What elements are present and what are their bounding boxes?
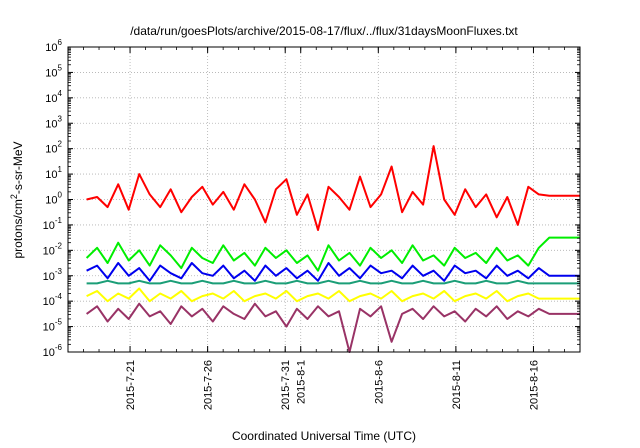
y-axis-label-sup: 2 — [9, 194, 19, 199]
y-tick-exponent: -1 — [55, 216, 63, 225]
y-tick-exponent: 6 — [58, 38, 63, 47]
series-line-6 — [86, 302, 580, 353]
y-tick-exponent: -4 — [55, 292, 63, 301]
y-tick-label: 105 — [45, 63, 62, 79]
y-axis-ticks: 10-610-510-410-310-210-11001011021031041… — [43, 38, 580, 359]
y-tick-label: 10-1 — [43, 216, 63, 232]
y-tick-exponent: -3 — [55, 267, 63, 276]
y-tick-base: 10 — [43, 322, 55, 334]
chart-title: /data/run/goesPlots/archive/2015-08-17/f… — [130, 24, 518, 38]
y-tick-label: 10-5 — [43, 318, 63, 334]
y-tick-label: 10-3 — [43, 267, 63, 283]
series-line-5 — [86, 287, 580, 303]
y-tick-base: 10 — [45, 118, 57, 130]
x-tick-label: 2015-7-21 — [125, 360, 137, 410]
y-tick-label: 10-2 — [43, 241, 63, 257]
series-line-4 — [86, 279, 580, 285]
y-tick-exponent: -5 — [55, 318, 63, 327]
x-tick-label: 2015-8-16 — [528, 360, 540, 410]
y-tick-label: 102 — [45, 140, 62, 156]
y-tick-label: 106 — [45, 38, 62, 54]
y-tick-base: 10 — [45, 144, 57, 156]
y-tick-base: 10 — [45, 93, 57, 105]
y-tick-exponent: 1 — [58, 165, 63, 174]
y-axis-label-part-1: protons/cm — [11, 199, 25, 258]
y-tick-label: 104 — [45, 89, 62, 105]
x-tick-label: 2015-8-6 — [373, 360, 385, 404]
y-tick-base: 10 — [43, 347, 55, 359]
x-tick-label: 2015-7-31 — [280, 360, 292, 410]
y-tick-base: 10 — [45, 42, 57, 54]
y-tick-exponent: 5 — [58, 63, 63, 72]
series-line-1 — [86, 145, 580, 231]
x-tick-label: 2015-7-26 — [203, 360, 215, 410]
y-tick-base: 10 — [43, 271, 55, 283]
y-tick-label: 10-4 — [43, 292, 63, 308]
y-tick-base: 10 — [45, 169, 57, 181]
y-tick-label: 101 — [45, 165, 62, 181]
x-axis-ticks: 2015-7-21 2015-7-26 2015-7-31 2015-8-1 2015-… — [67, 47, 581, 410]
y-tick-exponent: -2 — [55, 241, 63, 250]
x-axis-label: Coordinated Universal Time (UTC) — [232, 429, 416, 443]
y-tick-exponent: 2 — [58, 140, 63, 149]
y-tick-exponent: 0 — [58, 191, 63, 200]
series-line-2 — [85, 236, 580, 272]
y-tick-base: 10 — [43, 296, 55, 308]
y-axis-label-part-2: -s-sr-MeV — [11, 141, 25, 194]
y-tick-base: 10 — [43, 245, 55, 257]
y-tick-base: 10 — [43, 220, 55, 232]
y-tick-exponent: 3 — [58, 114, 63, 123]
series-lines — [85, 145, 580, 353]
y-tick-exponent: -6 — [55, 343, 63, 352]
x-tick-label: 2015-8-1 — [296, 360, 308, 404]
y-tick-base: 10 — [45, 195, 57, 207]
y-tick-exponent: 4 — [58, 89, 63, 98]
grid-lines — [68, 47, 580, 352]
y-tick-base: 10 — [45, 67, 57, 79]
y-axis-label: protons/cm2-s-sr-MeV — [9, 141, 25, 258]
y-tick-label: 103 — [45, 114, 62, 130]
series-line-3 — [86, 262, 580, 282]
x-tick-label: 2015-8-11 — [451, 360, 463, 409]
y-tick-label: 10-6 — [43, 343, 63, 359]
y-tick-label: 100 — [45, 191, 62, 207]
